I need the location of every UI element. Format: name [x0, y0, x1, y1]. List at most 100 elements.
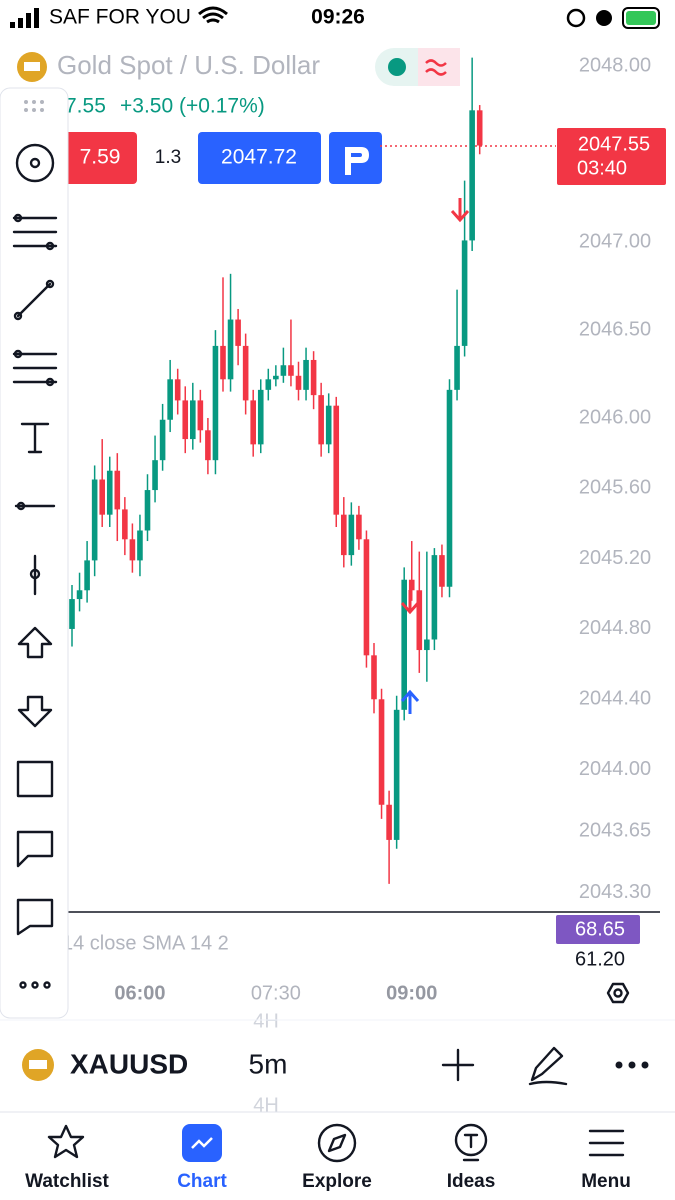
price: 7.55	[65, 95, 106, 118]
candle-body	[401, 579, 407, 710]
add-button[interactable]	[441, 1048, 475, 1082]
candle-body	[341, 514, 347, 556]
candle-body	[250, 400, 256, 445]
candle-body	[356, 514, 362, 540]
rsi-label: 68.65	[575, 918, 625, 940]
candle-body	[212, 345, 219, 461]
status-dot	[388, 58, 406, 76]
more-button[interactable]	[615, 1061, 649, 1069]
menu-icon[interactable]	[588, 1129, 625, 1157]
y-tick-label: 2045.60	[579, 477, 651, 499]
lock-icon	[566, 8, 586, 28]
change: +3.50 (+0.17%)	[120, 95, 265, 118]
alarm-icon	[596, 10, 612, 26]
y-tick-label: 2043.30	[579, 881, 651, 903]
symbol[interactable]: XAUUSD	[70, 1048, 188, 1079]
candle-body	[424, 639, 430, 651]
y-tick-label: 2048.00	[579, 55, 651, 77]
tab-label[interactable]: Chart	[177, 1171, 227, 1192]
candle-body	[431, 555, 438, 640]
wifi-icon	[198, 6, 228, 24]
candle-body	[378, 699, 385, 805]
sell-price[interactable]: 7.59	[80, 146, 121, 169]
candle-body	[348, 514, 355, 556]
symbol-icon-bar	[29, 1060, 47, 1069]
candle-body	[99, 479, 105, 515]
sell-marker	[400, 590, 420, 615]
candle-body	[227, 319, 234, 380]
candle-body	[129, 539, 136, 561]
candle-body	[76, 590, 83, 600]
candle-body	[303, 359, 309, 390]
tab-label[interactable]: Explore	[302, 1171, 372, 1192]
candle-body	[386, 804, 392, 840]
candle-body	[84, 560, 90, 591]
candle-body	[91, 479, 98, 561]
toolbar-icons[interactable]	[12, 143, 58, 989]
drawing-toolbar	[0, 87, 69, 1019]
symbol-title: Gold Spot / U.S. Dollar	[57, 50, 320, 80]
candle-body	[220, 345, 226, 380]
candle-body	[197, 400, 204, 431]
candles	[69, 57, 483, 884]
candle-body	[273, 375, 279, 380]
draw-button[interactable]	[528, 1046, 568, 1086]
y-tick-label: 2045.20	[579, 547, 651, 569]
buy-button[interactable]	[198, 132, 321, 184]
candle-body	[408, 579, 415, 591]
ideas-icon-detail	[462, 1133, 480, 1162]
candle-body	[114, 470, 121, 510]
candle-body	[318, 395, 324, 445]
price-label-box	[557, 128, 666, 185]
candle-body	[235, 319, 241, 346]
candle-body	[454, 345, 460, 390]
sell-button[interactable]	[60, 132, 137, 184]
clock: 09:26	[311, 6, 365, 29]
candle-body	[137, 530, 143, 561]
candle-body	[363, 539, 370, 656]
y-tick-label: 2046.50	[579, 318, 651, 340]
candle-body	[265, 379, 272, 390]
candle-body	[144, 490, 151, 531]
price-label: 2047.55	[578, 133, 650, 155]
candle-body	[122, 509, 128, 540]
y-tick-label: 2044.80	[579, 617, 651, 639]
toolbar-handle	[24, 100, 44, 112]
candle-body	[205, 430, 211, 461]
watchlist-icon[interactable]	[47, 1124, 85, 1159]
spread: 1.3	[155, 147, 181, 168]
tab-label[interactable]: Ideas	[447, 1171, 496, 1192]
candle-body	[310, 359, 317, 396]
candle-body	[325, 405, 332, 445]
rsi-label-box	[556, 915, 640, 944]
ghost-interval: 4H	[253, 1094, 279, 1116]
candle-body	[257, 389, 264, 445]
candle-body	[295, 375, 302, 390]
x-tick-label: 07:30	[251, 982, 301, 1004]
settings-icon[interactable]	[606, 982, 630, 1004]
explore-icon[interactable]	[317, 1123, 357, 1163]
candle-body	[174, 379, 181, 401]
battery	[622, 7, 660, 29]
indicator-legend: 14 close SMA 14 2	[62, 932, 229, 954]
buy-price[interactable]: 2047.72	[221, 146, 297, 169]
carrier: SAF FOR YOU	[49, 6, 191, 29]
candle-body	[371, 655, 377, 700]
battery-level	[626, 11, 656, 25]
tab-label[interactable]: Watchlist	[25, 1171, 109, 1192]
ideas-icon[interactable]	[454, 1123, 488, 1157]
tab-label[interactable]: Menu	[581, 1171, 631, 1192]
candle-body	[159, 419, 166, 461]
y-tick-label: 2043.65	[579, 819, 651, 841]
chart-icon-line	[191, 1137, 213, 1149]
settings-icon-center	[613, 988, 623, 998]
y-tick-label: 2044.40	[579, 688, 651, 710]
interval[interactable]: 5m	[249, 1048, 288, 1079]
candle-body	[393, 709, 400, 840]
candle-body	[416, 590, 423, 651]
candle-body	[167, 379, 173, 420]
ghost-interval: 4H	[253, 1010, 279, 1032]
sma-label: 61.20	[575, 948, 625, 970]
